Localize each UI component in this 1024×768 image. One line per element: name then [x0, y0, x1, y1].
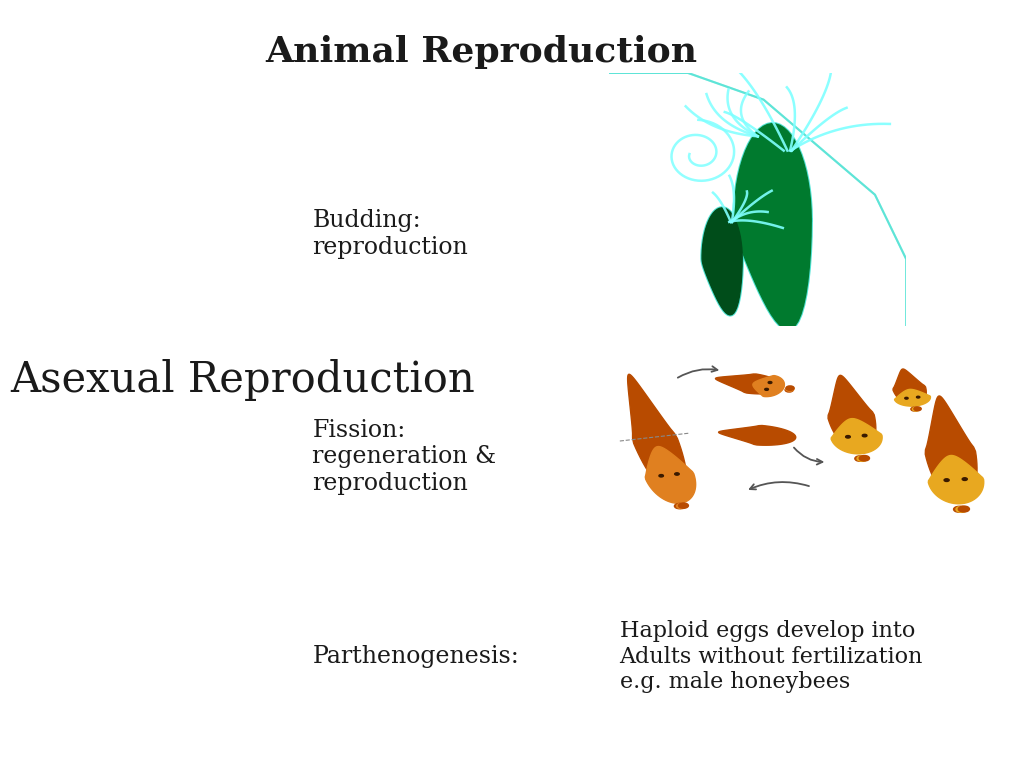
Ellipse shape — [707, 222, 738, 239]
Polygon shape — [628, 374, 687, 500]
Ellipse shape — [675, 504, 684, 508]
Text: Parthenogenesis:: Parthenogenesis: — [312, 645, 519, 668]
Polygon shape — [895, 389, 931, 406]
Polygon shape — [831, 419, 882, 454]
Polygon shape — [926, 396, 977, 503]
Ellipse shape — [953, 506, 965, 512]
Polygon shape — [719, 425, 796, 445]
Ellipse shape — [785, 387, 794, 391]
Polygon shape — [893, 369, 927, 406]
Ellipse shape — [675, 473, 679, 475]
Polygon shape — [645, 446, 695, 503]
Ellipse shape — [944, 478, 949, 482]
Ellipse shape — [679, 503, 688, 508]
Text: Asexual Reproduction: Asexual Reproduction — [10, 359, 475, 401]
Ellipse shape — [859, 455, 869, 461]
Polygon shape — [734, 124, 811, 329]
Ellipse shape — [963, 478, 968, 481]
Ellipse shape — [855, 456, 865, 462]
Ellipse shape — [786, 386, 795, 390]
Text: Budding:
reproduction: Budding: reproduction — [312, 210, 468, 259]
Ellipse shape — [741, 150, 804, 184]
Ellipse shape — [956, 506, 967, 512]
Ellipse shape — [677, 503, 686, 508]
Ellipse shape — [765, 389, 768, 390]
Ellipse shape — [846, 435, 850, 438]
Ellipse shape — [785, 388, 794, 392]
Ellipse shape — [768, 382, 772, 383]
Ellipse shape — [958, 506, 970, 512]
Polygon shape — [753, 376, 784, 396]
Ellipse shape — [659, 475, 664, 477]
Ellipse shape — [914, 407, 922, 411]
Polygon shape — [702, 208, 742, 315]
Ellipse shape — [905, 397, 908, 399]
Ellipse shape — [912, 407, 920, 411]
Text: Animal Reproduction: Animal Reproduction — [265, 35, 697, 68]
Ellipse shape — [857, 456, 867, 462]
Polygon shape — [716, 374, 783, 394]
Ellipse shape — [916, 396, 920, 398]
Text: Fission:
regeneration &
reproduction: Fission: regeneration & reproduction — [312, 419, 497, 495]
Ellipse shape — [911, 407, 919, 411]
Text: Haploid eggs develop into
Adults without fertilization
e.g. male honeybees: Haploid eggs develop into Adults without… — [620, 621, 923, 693]
Ellipse shape — [862, 435, 867, 437]
Polygon shape — [828, 376, 876, 453]
Polygon shape — [929, 455, 984, 504]
